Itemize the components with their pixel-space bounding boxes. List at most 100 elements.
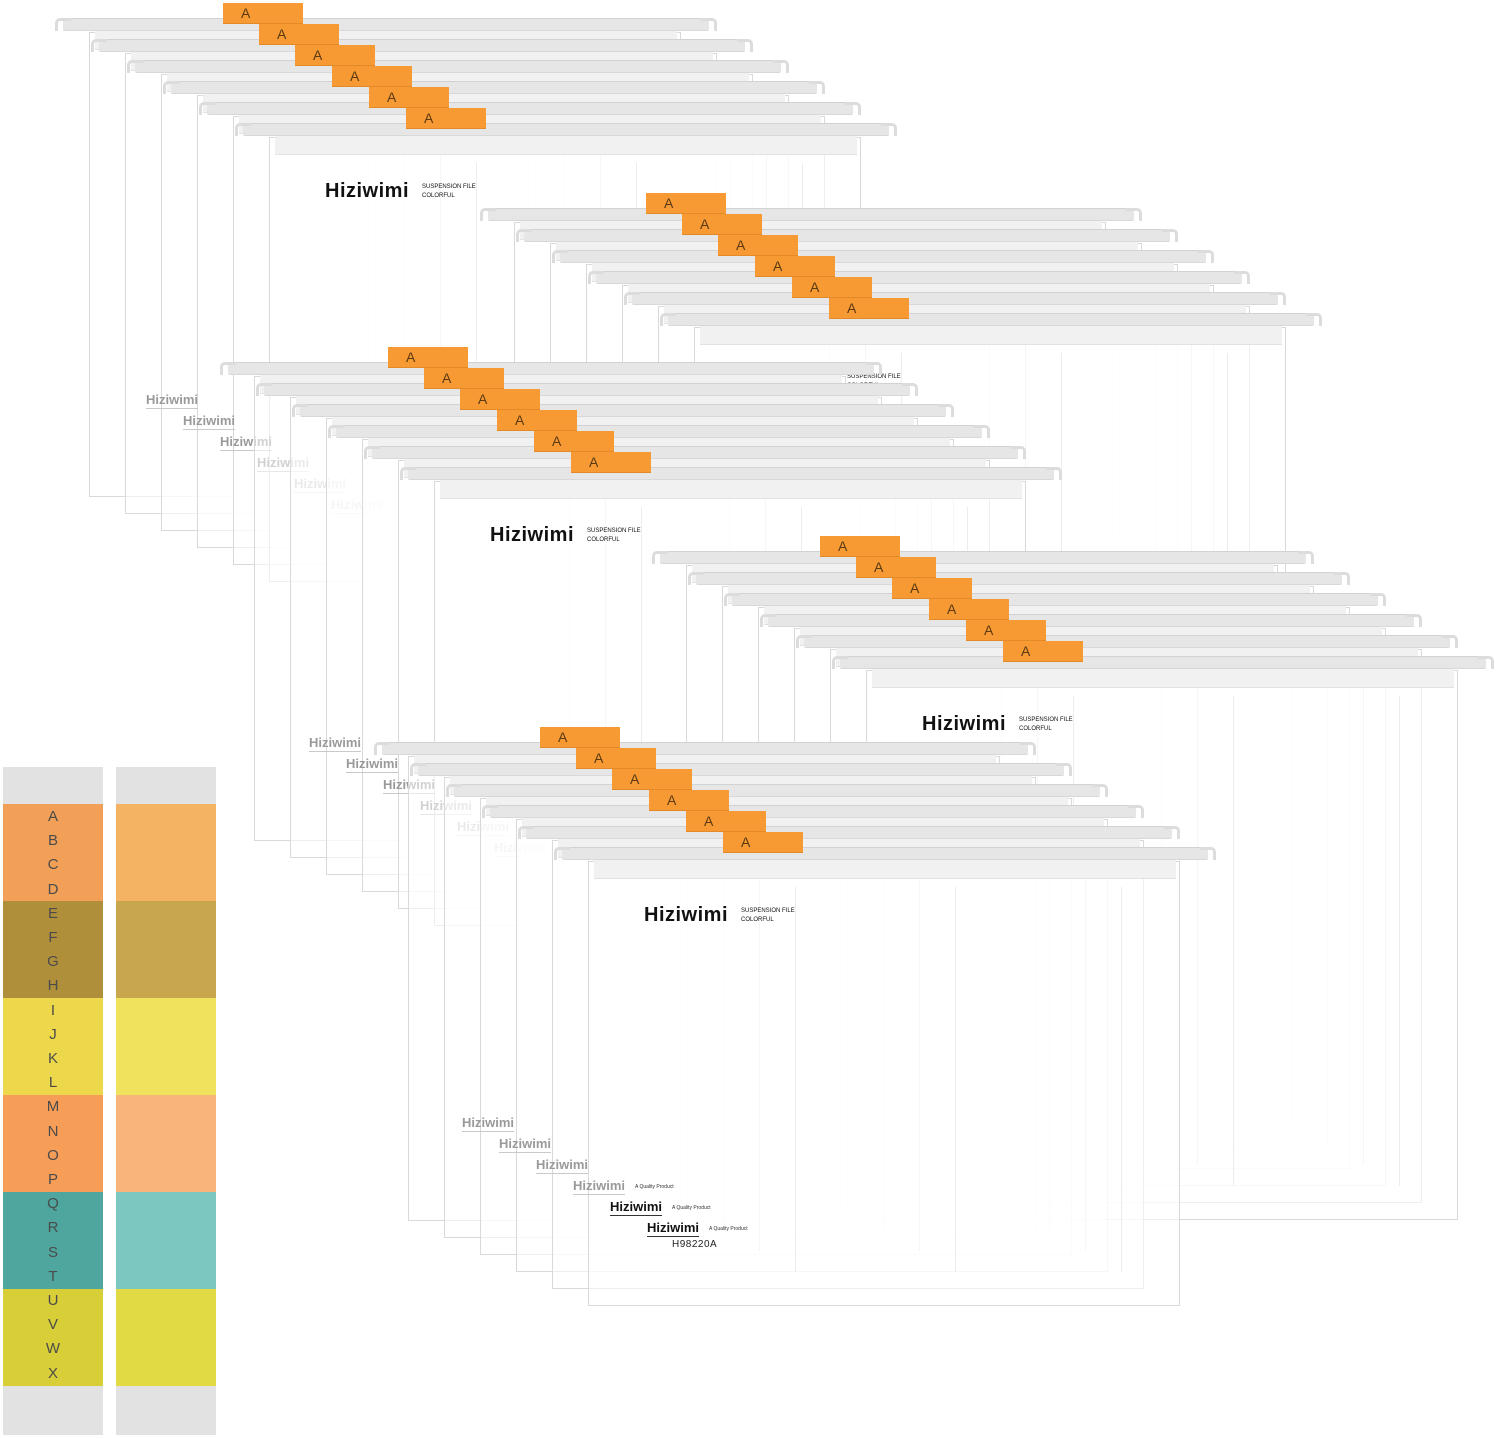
rail-hook-left <box>127 60 143 73</box>
index-letter: R <box>47 1219 59 1237</box>
index-tab: A <box>856 557 936 578</box>
index-tab: A <box>534 431 614 452</box>
rail-hook-left <box>552 250 568 263</box>
index-letter: D <box>47 880 59 898</box>
rail-hook-right <box>902 383 918 396</box>
color-band <box>116 1095 216 1192</box>
pocket-crease <box>795 887 797 1272</box>
index-tab: A <box>540 727 620 748</box>
index-letter: V <box>47 1316 58 1334</box>
folder-brand-label: Hiziwimi <box>462 1115 515 1132</box>
brand-line-1: SUSPENSION FILE <box>741 908 795 914</box>
hanging-rail <box>596 271 1242 284</box>
hanging-rail <box>382 742 1028 755</box>
rail-hook-right <box>1306 313 1322 326</box>
rail-hook-right <box>1092 784 1108 797</box>
rail-hook-left <box>328 425 344 438</box>
rail-hook-left <box>688 572 704 585</box>
index-letter: W <box>45 1340 61 1358</box>
pocket-crease <box>641 507 643 892</box>
index-strip-blank <box>116 767 216 1435</box>
folder-brand-label: Hiziwimi <box>499 1136 552 1153</box>
rail-hook-right <box>1046 467 1062 480</box>
hanging-rail <box>228 362 874 375</box>
rail-hook-left <box>256 383 272 396</box>
brand-line-1: SUSPENSION FILE <box>587 528 641 534</box>
index-tab: A <box>682 214 762 235</box>
hanging-rail <box>732 593 1378 606</box>
color-band <box>3 901 103 998</box>
index-tab: A <box>369 87 449 108</box>
rail-hook-right <box>974 425 990 438</box>
index-letter: X <box>47 1364 58 1382</box>
index-tab: A <box>388 347 468 368</box>
rail-hook-right <box>701 18 717 31</box>
color-band <box>116 1192 216 1289</box>
rail-hook-right <box>1126 208 1142 221</box>
label-window <box>872 669 1454 688</box>
rail-hook-left <box>724 593 740 606</box>
hanging-rail <box>632 292 1278 305</box>
index-letter: M <box>46 1098 60 1116</box>
hanging-rail <box>454 784 1100 797</box>
rail-hook-right <box>1270 292 1286 305</box>
rail-hook-left <box>832 656 848 669</box>
rail-hook-right <box>1370 593 1386 606</box>
index-tab: A <box>1003 641 1083 662</box>
brand-name: Hiziwimi <box>644 904 729 926</box>
rail-hook-right <box>1478 656 1494 669</box>
brand-line-2: COLORFUL <box>422 193 455 199</box>
rail-hook-left <box>163 81 179 94</box>
brand-line-1: SUSPENSION FILE <box>422 184 476 190</box>
rail-hook-right <box>1234 271 1250 284</box>
rail-hook-right <box>1298 551 1314 564</box>
hanging-rail <box>408 467 1054 480</box>
hanging-rail <box>524 229 1170 242</box>
index-letter: C <box>47 856 59 874</box>
rail-hook-left <box>400 467 416 480</box>
rail-hook-right <box>737 39 753 52</box>
pocket-crease <box>1226 353 1228 603</box>
index-tab: A <box>646 193 726 214</box>
index-tab: A <box>649 790 729 811</box>
rail-hook-right <box>866 362 882 375</box>
rail-hook-right <box>1128 805 1144 818</box>
folder-brand-label: Hiziwimi <box>536 1157 589 1174</box>
hanging-rail <box>99 39 745 52</box>
index-tab: A <box>259 24 339 45</box>
rail-hook-right <box>1164 826 1180 839</box>
hanging-rail <box>668 313 1314 326</box>
index-letter: S <box>47 1243 58 1261</box>
folder-brand-label: Hiziwimi <box>146 392 199 409</box>
strip-end-cap <box>3 1386 103 1435</box>
index-tab: A <box>497 410 577 431</box>
index-letter: Q <box>47 1195 59 1213</box>
folder-brand-label: Hiziwimi <box>610 1199 663 1216</box>
rail-hook-left <box>364 446 380 459</box>
rail-hook-left <box>760 614 776 627</box>
index-letter: L <box>48 1074 58 1092</box>
pocket-crease <box>476 163 478 548</box>
rail-hook-left <box>518 826 534 839</box>
pocket-crease <box>1398 696 1400 1186</box>
rail-hook-left <box>374 742 390 755</box>
rail-hook-right <box>881 123 897 136</box>
index-tab: A <box>612 769 692 790</box>
label-window <box>594 860 1176 879</box>
index-letter: N <box>47 1122 59 1140</box>
index-letter: B <box>47 832 58 850</box>
index-tab: A <box>820 536 900 557</box>
index-letter: J <box>49 1025 57 1043</box>
rail-hook-left <box>480 208 496 221</box>
rail-hook-left <box>482 805 498 818</box>
brand-line-2: COLORFUL <box>741 917 774 923</box>
strip-end-cap <box>116 767 216 804</box>
index-tab: A <box>929 599 1009 620</box>
brand-name: Hiziwimi <box>325 180 410 202</box>
color-band <box>3 1192 103 1289</box>
hanging-folder <box>554 847 1230 1332</box>
index-tab: A <box>406 108 486 129</box>
folder-brand-label: Hiziwimi <box>346 756 399 773</box>
rail-hook-left <box>624 292 640 305</box>
